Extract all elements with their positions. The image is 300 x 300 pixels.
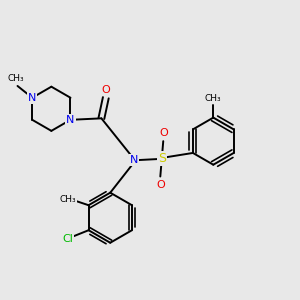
Text: S: S — [158, 152, 166, 165]
Text: N: N — [28, 93, 36, 103]
Text: O: O — [159, 128, 168, 138]
Text: N: N — [130, 155, 138, 165]
Text: O: O — [156, 180, 165, 190]
Text: N: N — [66, 115, 75, 125]
Text: CH₃: CH₃ — [59, 195, 76, 204]
Text: Cl: Cl — [62, 234, 74, 244]
Text: O: O — [101, 85, 110, 95]
Text: CH₃: CH₃ — [205, 94, 222, 103]
Text: CH₃: CH₃ — [8, 74, 24, 83]
